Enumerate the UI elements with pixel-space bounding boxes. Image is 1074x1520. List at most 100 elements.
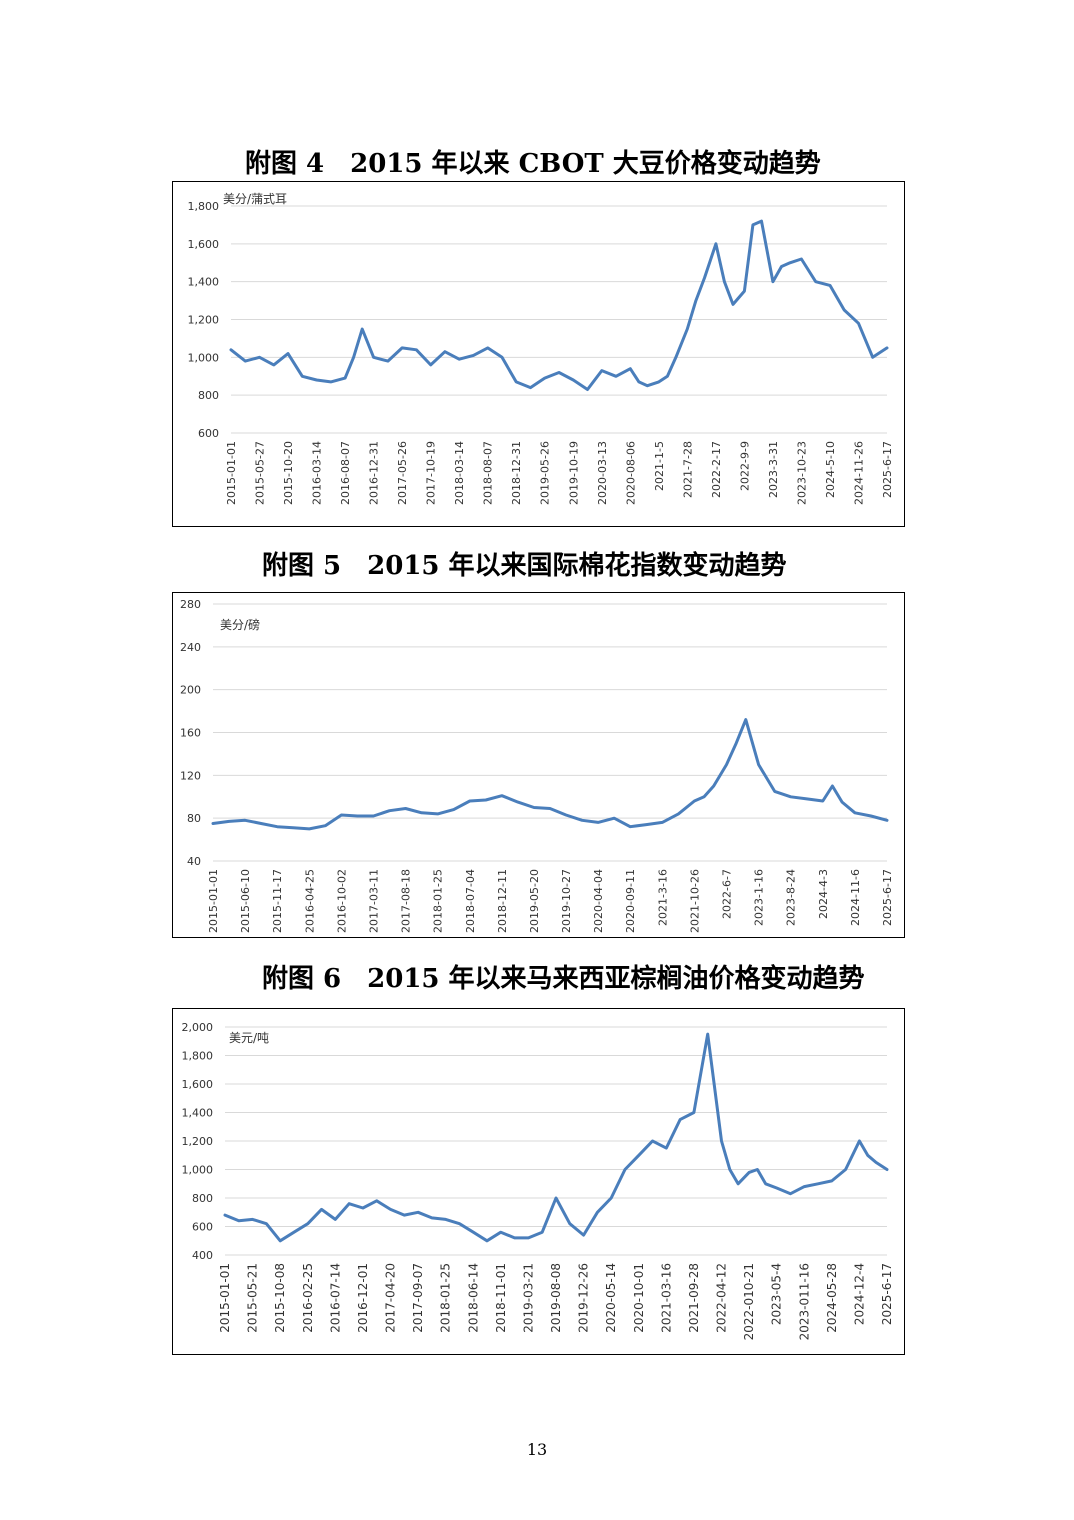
x-tick-label: 2020-09-11 (624, 869, 637, 933)
x-tick-label: 2021-03-16 (659, 1263, 673, 1333)
x-tick-label: 2020-03-13 (596, 441, 609, 505)
x-tick-label: 2023-3-31 (767, 441, 780, 498)
x-tick-label: 2016-12-31 (368, 441, 381, 505)
x-tick-label: 2016-12-01 (356, 1263, 370, 1333)
y-tick-label: 400 (192, 1249, 213, 1262)
x-tick-label: 2021-09-28 (687, 1263, 701, 1333)
x-tick-label: 2023-10-23 (795, 441, 808, 505)
x-tick-label: 2019-10-27 (560, 869, 573, 933)
unit-label: 美分/磅 (220, 617, 260, 632)
y-tick-label: 1,200 (188, 314, 220, 327)
x-tick-label: 2018-01-25 (439, 1263, 453, 1333)
x-tick-label: 2024-11-6 (849, 869, 862, 926)
unit-label: 美元/吨 (229, 1031, 269, 1045)
x-tick-label: 2015-05-21 (246, 1263, 260, 1333)
y-tick-label: 600 (198, 427, 219, 440)
series-line (223, 1032, 889, 1243)
x-tick-label: 2020-04-04 (592, 869, 605, 933)
y-tick-label: 1,000 (188, 351, 220, 364)
x-tick-label: 2016-10-02 (335, 869, 348, 933)
chart-palm-oil-frame: 400 600 800 1,000 1,200 1,400 1,600 1,800 2,000 美… (172, 1008, 905, 1355)
y-tick-label: 1,600 (188, 238, 220, 251)
x-tick-label: 2015-10-08 (273, 1263, 287, 1333)
y-tick-label: 1,400 (188, 276, 220, 289)
x-tick-label: 2016-08-07 (339, 441, 352, 505)
x-tick-label: 2021-10-26 (688, 869, 701, 933)
x-tick-label: 2016-03-14 (311, 441, 324, 505)
x-tick-label: 2023-1-16 (753, 869, 766, 926)
y-tick-label: 600 (192, 1221, 213, 1234)
y-tick-label: 240 (180, 641, 201, 654)
x-tick-label: 2018-07-04 (464, 869, 477, 933)
y-tick-label: 280 (180, 598, 201, 611)
x-tick-label: 2020-10-01 (632, 1263, 646, 1333)
x-tick-label: 2017-05-26 (396, 441, 409, 505)
y-tick-label: 1,000 (182, 1164, 214, 1177)
x-tick-label: 2021-7-28 (681, 441, 694, 498)
x-tick-label: 2021-1-5 (653, 441, 666, 491)
chart-title-cotton: 附图 5 2015 年以来国际棉花指数变动趋势 (262, 551, 787, 581)
x-tick-label: 2018-12-31 (510, 441, 523, 505)
y-tick-label: 2,000 (182, 1021, 214, 1034)
x-tick-label: 2024-11-26 (852, 441, 865, 505)
y-tick-label: 1,200 (182, 1135, 214, 1148)
x-tick-label: 2019-10-19 (567, 441, 580, 505)
x-tick-label: 2015-01-01 (218, 1263, 232, 1333)
y-tick-label: 1,800 (182, 1050, 214, 1063)
x-tick-label: 2023-05-4 (770, 1263, 784, 1325)
x-tick-label: 2022-9-9 (738, 441, 751, 491)
x-tick-label: 2020-08-06 (624, 441, 637, 505)
x-tick-label: 2023-8-24 (785, 869, 798, 926)
x-tick-label: 2017-10-19 (425, 441, 438, 505)
y-tick-label: 1,400 (182, 1107, 214, 1120)
y-tick-label: 800 (198, 389, 219, 402)
x-tick-label: 2019-03-21 (521, 1263, 535, 1333)
y-tick-label: 80 (187, 812, 201, 825)
x-tick-label: 2018-06-14 (466, 1263, 480, 1333)
y-tick-label: 1,800 (188, 200, 220, 213)
chart-soybean-frame: 600 800 1,000 1,200 1,400 1,600 1,800 美分/蒲式耳 201… (172, 181, 905, 527)
x-tick-label: 2015-10-20 (282, 441, 295, 505)
x-tick-label: 2019-12-26 (577, 1263, 591, 1333)
x-tick-label: 2016-02-25 (301, 1263, 315, 1333)
x-tick-label: 2022-04-12 (715, 1263, 729, 1333)
page-number: 13 (526, 1440, 548, 1459)
x-tick-label: 2015-06-10 (239, 869, 252, 933)
x-tick-label: 2022-6-7 (721, 869, 734, 919)
x-tick-label: 2015-11-17 (271, 869, 284, 933)
y-tick-label: 800 (192, 1192, 213, 1205)
x-tick-label: 2023-011-16 (797, 1263, 811, 1340)
x-tick-label: 2025-6-17 (881, 441, 894, 498)
x-tick-label: 2020-05-14 (604, 1263, 618, 1333)
chart-palm-oil: 400 600 800 1,000 1,200 1,400 1,600 1,800 2,000 美… (182, 1021, 895, 1340)
x-tick-label: 2018-12-11 (496, 869, 509, 933)
chart-cotton-frame: 40 80 120 160 200 240 280 美分/磅 2015-01-01 2015-06… (172, 592, 905, 938)
y-tick-label: 160 (180, 727, 201, 740)
x-tick-label: 2022-2-17 (710, 441, 723, 498)
x-tick-label: 2018-08-07 (482, 441, 495, 505)
chart-title-palm-oil: 附图 6 2015 年以来马来西亚棕榈油价格变动趋势 (262, 964, 865, 994)
x-tick-label: 2025-6-17 (880, 1263, 894, 1325)
x-tick-label: 2019-05-20 (528, 869, 541, 933)
x-tick-label: 2017-08-18 (400, 869, 413, 933)
x-tick-label: 2019-08-08 (549, 1263, 563, 1333)
x-tick-label: 2017-04-20 (384, 1263, 398, 1333)
x-tick-label: 2024-4-3 (817, 869, 830, 919)
y-tick-label: 120 (180, 769, 201, 782)
x-tick-label: 2024-12-4 (852, 1263, 866, 1325)
x-tick-label: 2025-6-17 (881, 869, 894, 926)
y-tick-label: 1,600 (182, 1078, 214, 1091)
x-tick-label: 2024-5-10 (824, 441, 837, 498)
x-tick-label: 2018-01-25 (432, 869, 445, 933)
series-line (211, 718, 889, 831)
x-tick-label: 2024-05-28 (825, 1263, 839, 1333)
x-tick-label: 2017-09-07 (411, 1263, 425, 1333)
series-line (229, 219, 889, 391)
chart-cotton: 40 80 120 160 200 240 280 美分/磅 2015-01-01 2015-06… (180, 598, 894, 933)
x-tick-label: 2015-05-27 (254, 441, 267, 505)
x-tick-label: 2022-010-21 (742, 1263, 756, 1340)
x-tick-label: 2016-04-25 (303, 869, 316, 933)
x-tick-label: 2016-07-14 (328, 1263, 342, 1333)
x-tick-label: 2021-3-16 (656, 869, 669, 926)
